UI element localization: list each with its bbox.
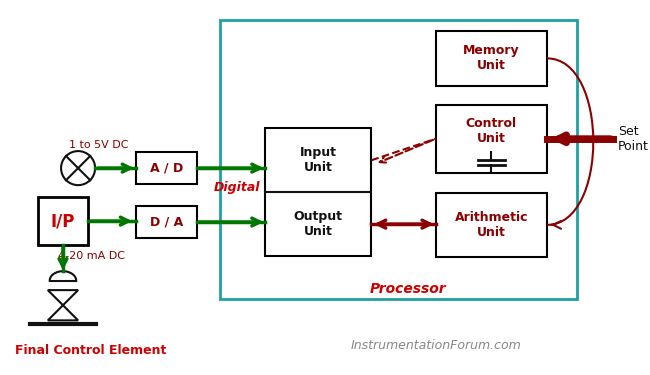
- Text: Digital: Digital: [214, 182, 260, 195]
- Polygon shape: [48, 305, 78, 320]
- FancyBboxPatch shape: [436, 105, 547, 173]
- FancyBboxPatch shape: [436, 31, 547, 86]
- Text: A / D: A / D: [150, 162, 183, 175]
- Text: Memory
Unit: Memory Unit: [463, 44, 520, 72]
- Text: Arithmetic
Unit: Arithmetic Unit: [454, 211, 528, 239]
- Polygon shape: [48, 290, 78, 305]
- Text: Processor: Processor: [370, 282, 447, 296]
- Text: 1 to 5V DC: 1 to 5V DC: [69, 140, 129, 150]
- FancyBboxPatch shape: [136, 152, 197, 184]
- Text: I/P: I/P: [51, 212, 75, 230]
- Text: Final Control Element: Final Control Element: [15, 344, 166, 357]
- FancyBboxPatch shape: [136, 206, 197, 238]
- Text: 4-20 mA DC: 4-20 mA DC: [58, 251, 125, 261]
- Text: D / A: D / A: [150, 216, 183, 228]
- Text: Control
Unit: Control Unit: [466, 117, 517, 145]
- FancyBboxPatch shape: [38, 197, 88, 245]
- FancyBboxPatch shape: [220, 20, 577, 298]
- FancyBboxPatch shape: [265, 128, 371, 256]
- Text: Set
Point: Set Point: [618, 125, 649, 153]
- FancyBboxPatch shape: [436, 193, 547, 257]
- Text: Input
Unit: Input Unit: [300, 146, 337, 174]
- Text: InstrumentationForum.com: InstrumentationForum.com: [350, 339, 521, 352]
- Text: Output
Unit: Output Unit: [294, 210, 343, 238]
